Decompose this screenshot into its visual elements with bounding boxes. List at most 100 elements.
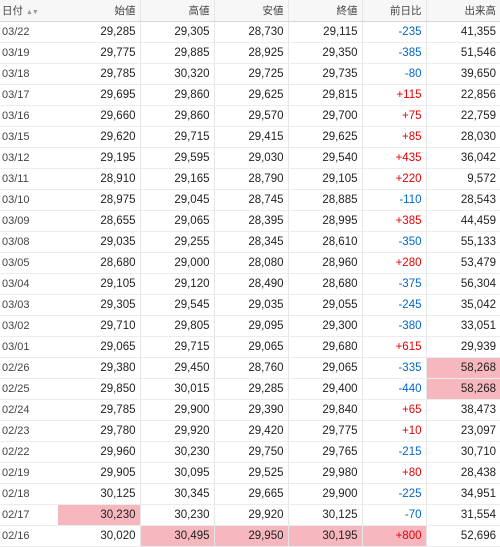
cell-date: 03/18 — [0, 64, 58, 85]
cell-change: -235 — [362, 22, 426, 43]
header-high[interactable]: 高値 — [140, 0, 214, 22]
cell-low: 29,625 — [214, 85, 288, 106]
cell-high: 29,715 — [140, 337, 214, 358]
cell-low: 29,095 — [214, 316, 288, 337]
cell-close: 29,775 — [288, 421, 362, 442]
table-row: 03/16 29,660 29,860 29,570 29,700 +75 22,759 — [0, 106, 500, 127]
table-row: 03/11 28,910 29,165 28,790 29,105 +220 9,572 — [0, 169, 500, 190]
cell-open: 29,035 — [58, 232, 140, 253]
cell-close: 29,700 — [288, 106, 362, 127]
cell-open: 30,230 — [58, 505, 140, 526]
header-open[interactable]: 始値 — [58, 0, 140, 22]
cell-open: 29,775 — [58, 43, 140, 64]
cell-date: 03/10 — [0, 190, 58, 211]
cell-close: 29,840 — [288, 400, 362, 421]
cell-change: +65 — [362, 400, 426, 421]
cell-high: 29,900 — [140, 400, 214, 421]
cell-volume: 56,304 — [426, 274, 500, 295]
cell-volume: 58,268 — [426, 358, 500, 379]
cell-close: 28,995 — [288, 211, 362, 232]
cell-open: 29,785 — [58, 400, 140, 421]
header-volume[interactable]: 出来高 — [426, 0, 500, 22]
table-row: 02/25 29,850 30,015 29,285 29,400 -440 58,268 — [0, 379, 500, 400]
cell-low: 28,730 — [214, 22, 288, 43]
cell-close: 29,735 — [288, 64, 362, 85]
cell-volume: 36,042 — [426, 148, 500, 169]
cell-change: -380 — [362, 316, 426, 337]
cell-open: 29,105 — [58, 274, 140, 295]
cell-low: 28,760 — [214, 358, 288, 379]
cell-low: 29,035 — [214, 295, 288, 316]
cell-low: 28,490 — [214, 274, 288, 295]
cell-high: 29,920 — [140, 421, 214, 442]
cell-date: 03/02 — [0, 316, 58, 337]
cell-close: 29,540 — [288, 148, 362, 169]
cell-low: 29,950 — [214, 526, 288, 547]
header-high-label: 高値 — [189, 5, 210, 17]
cell-change: -70 — [362, 505, 426, 526]
table-row: 03/15 29,620 29,715 29,415 29,625 +85 28,030 — [0, 127, 500, 148]
cell-change: +75 — [362, 106, 426, 127]
cell-volume: 22,856 — [426, 85, 500, 106]
table-row: 03/04 29,105 29,120 28,490 28,680 -375 56,304 — [0, 274, 500, 295]
table-row: 03/10 28,975 29,045 28,745 28,885 -110 28,543 — [0, 190, 500, 211]
cell-date: 03/17 — [0, 85, 58, 106]
cell-high: 30,015 — [140, 379, 214, 400]
header-change[interactable]: 前日比 — [362, 0, 426, 22]
cell-date: 02/16 — [0, 526, 58, 547]
table-row: 03/17 29,695 29,860 29,625 29,815 +115 22,856 — [0, 85, 500, 106]
cell-close: 29,065 — [288, 358, 362, 379]
cell-low: 28,345 — [214, 232, 288, 253]
table-row: 03/05 28,680 29,000 28,080 28,960 +280 53,479 — [0, 253, 500, 274]
table-row: 03/09 28,655 29,065 28,395 28,995 +385 44,459 — [0, 211, 500, 232]
sort-arrows-icon[interactable]: ▲▼ — [26, 9, 38, 16]
cell-change: -110 — [362, 190, 426, 211]
cell-date: 02/22 — [0, 442, 58, 463]
cell-open: 28,655 — [58, 211, 140, 232]
cell-date: 03/04 — [0, 274, 58, 295]
cell-volume: 53,479 — [426, 253, 500, 274]
cell-high: 29,450 — [140, 358, 214, 379]
cell-open: 29,960 — [58, 442, 140, 463]
header-close[interactable]: 終値 — [288, 0, 362, 22]
cell-low: 28,080 — [214, 253, 288, 274]
header-low[interactable]: 安値 — [214, 0, 288, 22]
cell-open: 30,125 — [58, 484, 140, 505]
cell-date: 03/08 — [0, 232, 58, 253]
cell-high: 30,095 — [140, 463, 214, 484]
cell-close: 29,980 — [288, 463, 362, 484]
table-row: 02/22 29,960 30,230 29,750 29,765 -215 30,710 — [0, 442, 500, 463]
cell-high: 29,860 — [140, 85, 214, 106]
table-row: 03/12 29,195 29,595 29,030 29,540 +435 36,042 — [0, 148, 500, 169]
cell-open: 29,380 — [58, 358, 140, 379]
cell-high: 29,255 — [140, 232, 214, 253]
cell-high: 30,230 — [140, 442, 214, 463]
cell-change: -440 — [362, 379, 426, 400]
cell-open: 29,620 — [58, 127, 140, 148]
cell-volume: 30,710 — [426, 442, 500, 463]
cell-date: 03/16 — [0, 106, 58, 127]
cell-close: 29,055 — [288, 295, 362, 316]
table-body: 03/22 29,285 29,305 28,730 29,115 -235 41,355 0… — [0, 22, 500, 547]
cell-date: 03/03 — [0, 295, 58, 316]
cell-change: -245 — [362, 295, 426, 316]
table-row: 03/18 29,785 30,320 29,725 29,735 -80 39,650 — [0, 64, 500, 85]
cell-high: 29,000 — [140, 253, 214, 274]
table-row: 03/22 29,285 29,305 28,730 29,115 -235 41,355 — [0, 22, 500, 43]
cell-high: 30,230 — [140, 505, 214, 526]
cell-low: 28,925 — [214, 43, 288, 64]
cell-change: -335 — [362, 358, 426, 379]
cell-close: 28,680 — [288, 274, 362, 295]
header-date[interactable]: 日付 ▲▼ — [0, 0, 58, 22]
cell-low: 29,725 — [214, 64, 288, 85]
cell-volume: 41,355 — [426, 22, 500, 43]
cell-date: 02/24 — [0, 400, 58, 421]
table-row: 03/03 29,305 29,545 29,035 29,055 -245 35,042 — [0, 295, 500, 316]
cell-change: +435 — [362, 148, 426, 169]
cell-low: 29,415 — [214, 127, 288, 148]
cell-open: 29,780 — [58, 421, 140, 442]
cell-open: 28,975 — [58, 190, 140, 211]
cell-open: 29,695 — [58, 85, 140, 106]
cell-close: 29,680 — [288, 337, 362, 358]
